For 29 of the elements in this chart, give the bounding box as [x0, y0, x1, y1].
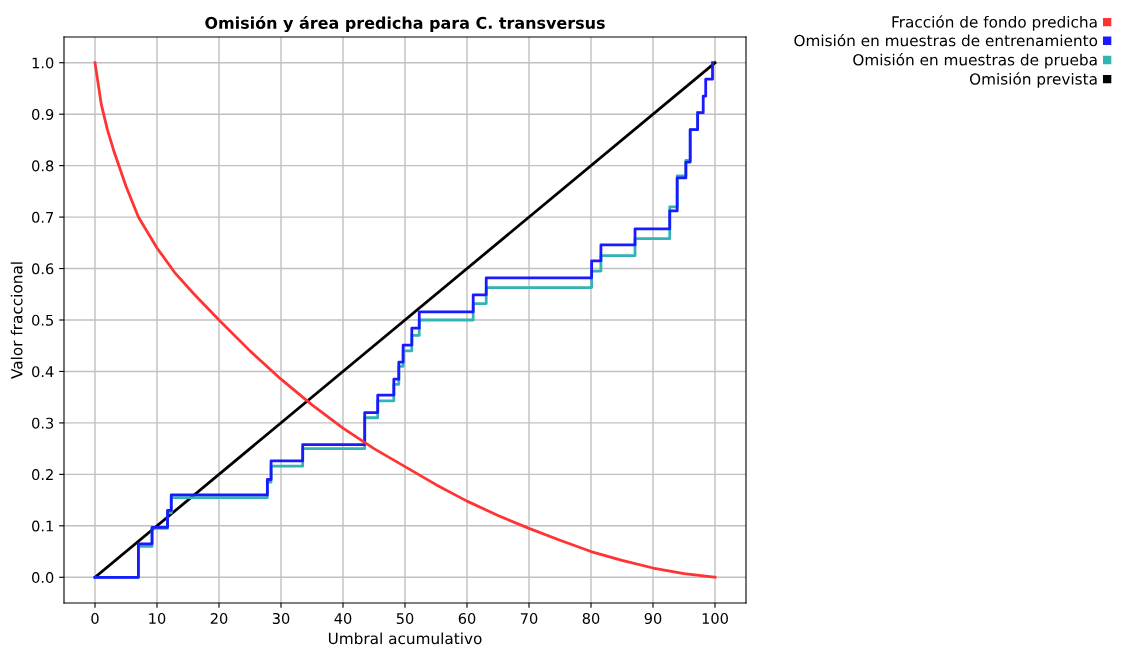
y-tick-label: 0.5 [32, 314, 53, 326]
y-tick-label: 0.1 [32, 520, 53, 532]
y-tick-label: 0.3 [32, 417, 54, 429]
x-tick-label: 90 [644, 612, 662, 625]
x-tick-label: 50 [396, 612, 414, 625]
y-axis-title: Valor fraccional [10, 262, 23, 379]
legend-label: Omisión en muestras de prueba [853, 53, 1097, 69]
x-tick-label: 0 [91, 612, 99, 625]
x-tick-label: 100 [702, 612, 728, 625]
y-tick-label: 0.6 [32, 263, 54, 275]
x-tick-label: 30 [272, 612, 290, 625]
y-tick-label: 0.2 [32, 469, 53, 481]
legend-label: Omisión en muestras de entrenamiento [794, 33, 1098, 47]
y-tick-label: 0.8 [32, 160, 54, 172]
x-tick-label: 40 [334, 612, 352, 625]
y-tick-label: 0.0 [32, 571, 54, 584]
legend-label: Fracción de fondo predicha [892, 15, 1097, 31]
x-axis-title: Umbral acumulativo [328, 632, 482, 645]
y-tick-label: 0.7 [32, 211, 54, 223]
chart-title: Omisión y área predicha para C. transversus [205, 15, 605, 33]
x-tick-label: 80 [582, 612, 600, 625]
y-tick-label: 0.9 [32, 108, 54, 120]
x-tick-label: 60 [458, 612, 476, 625]
y-tick-label: 0.4 [32, 366, 54, 378]
legend-label: Omisión prevista [969, 72, 1097, 88]
x-tick-label: 10 [149, 612, 166, 625]
y-tick-label: 1.0 [32, 57, 54, 69]
x-tick-label: 70 [520, 612, 538, 625]
x-tick-label: 20 [210, 612, 228, 625]
